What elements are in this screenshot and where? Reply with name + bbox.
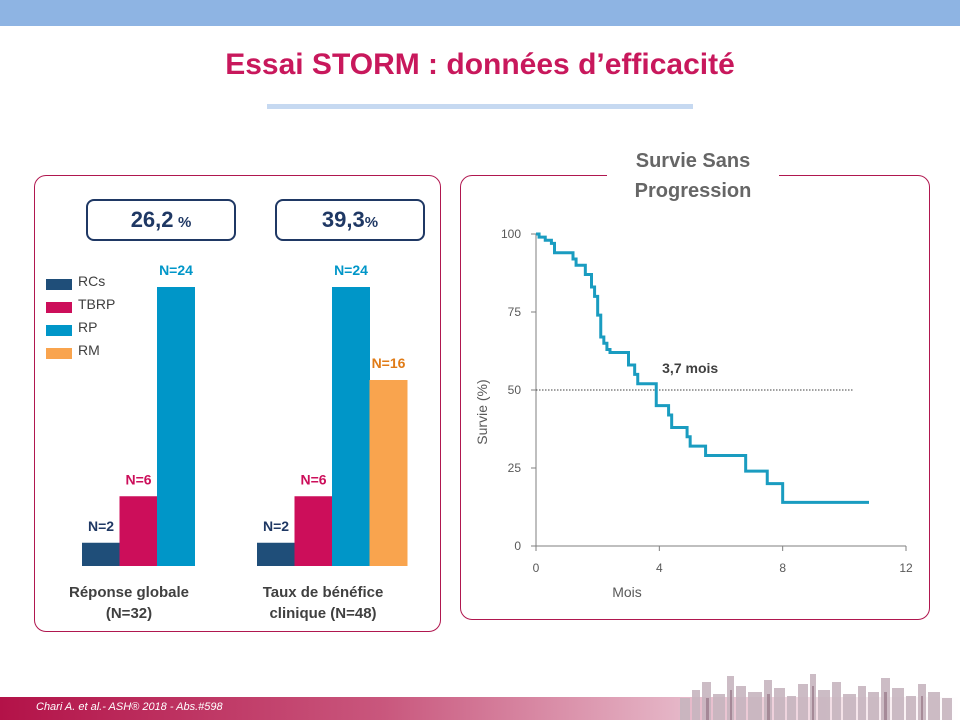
legend-swatch: [46, 348, 72, 359]
bar-value-label: N=2: [263, 518, 289, 534]
bar-tbrp: [119, 496, 158, 566]
survival-curve: [536, 232, 869, 504]
legend-swatch: [46, 325, 72, 336]
category-label-line: clinique (N=48): [269, 605, 377, 622]
clinical-benefit-value: 39,3: [321, 207, 365, 232]
clinical-benefit-unit: %: [364, 214, 379, 231]
legend-item-rm: RM: [46, 342, 166, 360]
bar-rp: [157, 287, 195, 566]
category-label-clinical-benefit: Taux de bénéfice clinique (N=48): [238, 582, 408, 624]
km-title-line: Progression: [634, 180, 752, 202]
bar-rcs: [257, 542, 295, 566]
x-tick-label: 0: [533, 561, 540, 575]
km-chart-title: Survie Sans Progression: [607, 146, 779, 206]
title-underline: [267, 104, 693, 109]
legend-item-rp: RP: [46, 319, 166, 337]
top-banner: [0, 0, 960, 26]
category-label-line: (N=32): [105, 605, 153, 622]
bar-value-label: N=24: [159, 262, 193, 278]
overall-response-box: 26,2 %: [86, 199, 236, 241]
city-skyline-image: [680, 674, 952, 720]
legend-label: TBRP: [78, 296, 116, 312]
y-tick-label: 0: [514, 539, 521, 553]
bar-value-label: N=6: [300, 471, 326, 487]
x-tick-label: 4: [656, 561, 663, 575]
bar-value-label: N=6: [125, 471, 151, 487]
overall-response-value: 26,2: [130, 207, 174, 232]
legend-label: RM: [78, 342, 100, 358]
bar-rm: [369, 380, 408, 566]
x-axis-label: Mois: [612, 584, 642, 600]
bar-rcs: [82, 542, 120, 566]
category-label-line: Taux de bénéfice: [262, 584, 384, 601]
km-title-line: Survie Sans: [635, 150, 751, 172]
clinical-benefit-box: 39,3%: [275, 199, 425, 241]
category-label-line: Réponse globale: [68, 584, 190, 601]
legend-label: RP: [78, 319, 98, 335]
x-tick-label: 8: [779, 561, 786, 575]
footer-citation: Chari A. et al.- ASH® 2018 - Abs.#598: [36, 701, 223, 713]
legend-item-tbrp: TBRP: [46, 296, 166, 314]
overall-response-unit: %: [177, 214, 192, 231]
legend-label: RCs: [78, 273, 106, 289]
bar-value-label: N=24: [334, 262, 368, 278]
bar-value-label: N=16: [372, 355, 406, 371]
y-tick-label: 100: [501, 227, 521, 241]
y-axis-label: Survie (%): [474, 379, 490, 444]
bar-tbrp: [294, 496, 333, 566]
bar-rp: [332, 287, 370, 566]
y-tick-label: 25: [508, 461, 522, 475]
slide-title: Essai STORM : données d’efficacité: [225, 48, 735, 81]
x-tick-label: 12: [899, 561, 913, 575]
legend-swatch: [46, 302, 72, 313]
legend-swatch: [46, 279, 72, 290]
category-label-overall-response: Réponse globale (N=32): [44, 582, 214, 624]
bar-value-label: N=2: [88, 518, 114, 534]
y-tick-label: 75: [508, 305, 522, 319]
legend-item-rcs: RCs: [46, 273, 166, 291]
median-label: 3,7 mois: [662, 360, 718, 376]
y-tick-label: 50: [508, 383, 522, 397]
